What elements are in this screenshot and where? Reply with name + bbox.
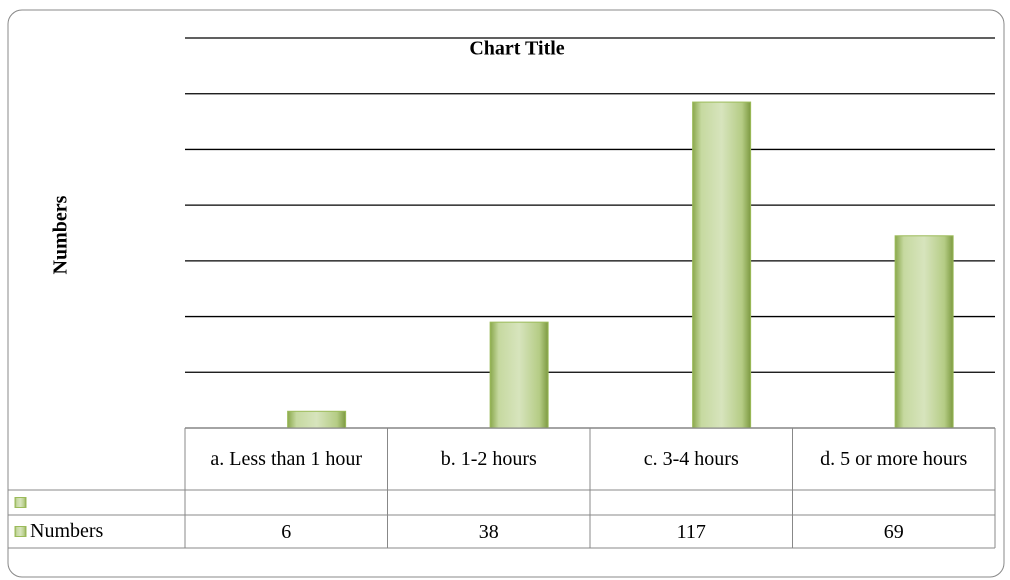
bar	[489, 321, 549, 429]
data-table-value: 117	[676, 520, 706, 543]
data-table-value: 6	[281, 520, 292, 543]
data-table-value-box: 38	[478, 520, 499, 543]
data-table-value-box: 6	[281, 520, 292, 543]
chart-title: Chart Title	[469, 38, 564, 60]
data-table-value-box: 69	[883, 520, 904, 543]
x-tick-label-box: a. Less than 1 hour	[210, 448, 363, 470]
x-tick-label-box: b. 1-2 hours	[440, 448, 537, 470]
legend-label: Numbers	[30, 520, 104, 542]
x-tick-label-box: d. 5 or more hours	[820, 448, 968, 470]
x-tick-label: b. 1-2 hours	[440, 448, 537, 470]
data-table-value: 69	[883, 520, 904, 543]
bar	[287, 410, 347, 429]
data-table-value-box: 117	[676, 520, 706, 543]
x-tick-label: d. 5 or more hours	[820, 448, 968, 470]
bar	[692, 101, 752, 429]
x-tick-label: a. Less than 1 hour	[210, 448, 363, 470]
bar	[894, 235, 954, 429]
legend-key	[14, 526, 27, 537]
legend-key	[14, 497, 27, 508]
y-axis-label: Numbers	[50, 195, 72, 274]
x-tick-label-box: c. 3-4 hours	[643, 448, 739, 470]
x-tick-label: c. 3-4 hours	[643, 448, 739, 470]
chart-border	[7, 9, 1005, 578]
data-table-value: 38	[478, 520, 499, 543]
